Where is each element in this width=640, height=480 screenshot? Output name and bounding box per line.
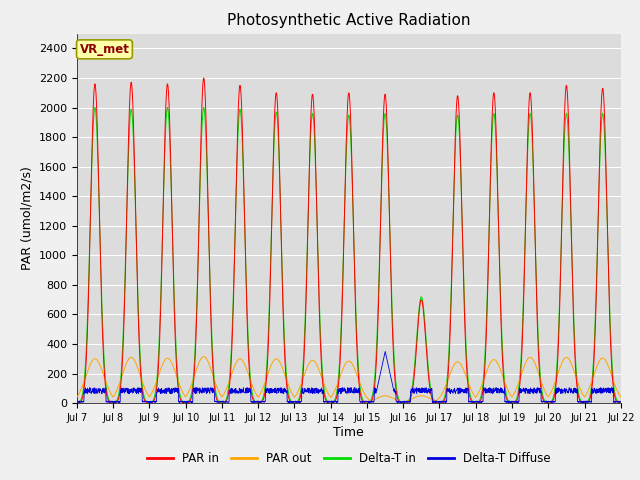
- Legend: PAR in, PAR out, Delta-T in, Delta-T Diffuse: PAR in, PAR out, Delta-T in, Delta-T Dif…: [142, 447, 556, 469]
- Text: VR_met: VR_met: [79, 43, 129, 56]
- Y-axis label: PAR (umol/m2/s): PAR (umol/m2/s): [20, 167, 33, 270]
- X-axis label: Time: Time: [333, 426, 364, 439]
- Title: Photosynthetic Active Radiation: Photosynthetic Active Radiation: [227, 13, 470, 28]
